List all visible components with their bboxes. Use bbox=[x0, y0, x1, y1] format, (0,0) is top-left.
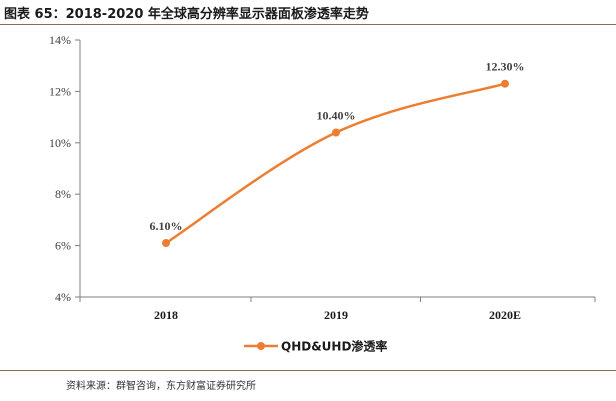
y-tick-label: 4% bbox=[55, 290, 71, 304]
chart: 4% 6% 8% 10% 12% 14% 2018 2019 2020E 6.10% 10.40… bbox=[49, 33, 596, 354]
data-label: 12.30% bbox=[486, 60, 525, 74]
x-axis: 2018 2019 2020E bbox=[79, 296, 596, 322]
figure-title: 图表 65：2018-2020 年全球高分辨率显示器面板渗透率走势 bbox=[4, 7, 369, 22]
title-rule bbox=[0, 24, 616, 25]
x-tick-label: 2019 bbox=[324, 308, 348, 322]
legend-label: QHD&UHD渗透率 bbox=[281, 339, 387, 354]
data-label: 10.40% bbox=[317, 109, 356, 123]
x-tick-label: 2020E bbox=[489, 308, 521, 322]
y-tick-label: 6% bbox=[55, 239, 71, 253]
legend-marker bbox=[257, 342, 265, 350]
series-line bbox=[162, 79, 509, 248]
data-point bbox=[162, 239, 170, 248]
data-point bbox=[332, 128, 340, 137]
legend: QHD&UHD渗透率 bbox=[244, 339, 387, 354]
data-point bbox=[501, 79, 509, 88]
y-tick-label: 12% bbox=[49, 84, 71, 98]
y-axis: 4% 6% 8% 10% 12% 14% bbox=[49, 33, 81, 304]
y-tick-label: 14% bbox=[49, 33, 71, 47]
y-tick-label: 8% bbox=[55, 187, 71, 201]
x-tick-label: 2018 bbox=[154, 308, 178, 322]
data-label: 6.10% bbox=[150, 219, 183, 233]
data-labels: 6.10% 10.40% 12.30% bbox=[150, 60, 525, 233]
y-tick-label: 10% bbox=[49, 136, 71, 150]
source-rule bbox=[0, 370, 616, 371]
source-note: 资料来源：群智咨询，东方财富证券研究所 bbox=[66, 381, 256, 392]
